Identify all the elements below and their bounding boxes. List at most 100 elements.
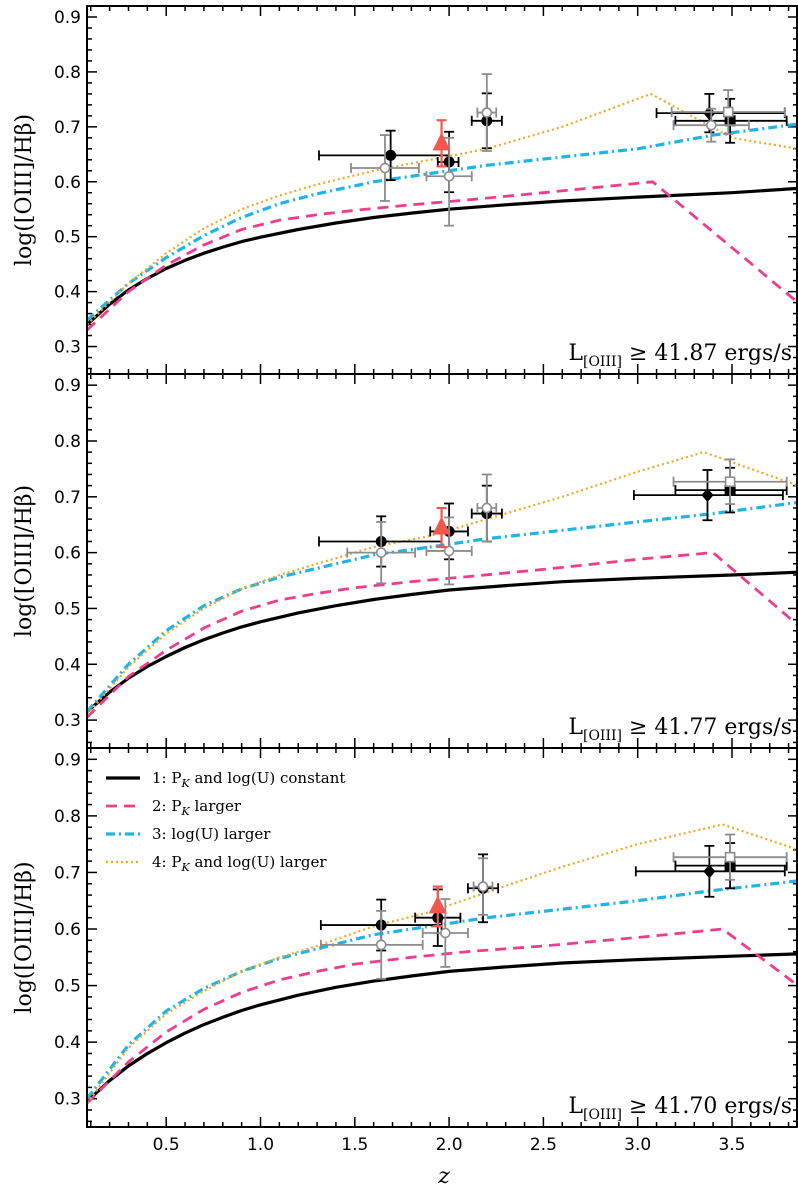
y-axis-label: log([OIII]/Hβ)	[12, 485, 37, 637]
data-point-grey-open	[672, 107, 750, 143]
annotation-rest: ≥ 41.77 ergs/s	[622, 715, 792, 740]
series-line-2	[87, 551, 798, 719]
data-point-grey-open	[350, 134, 420, 202]
marker-open-circle	[375, 939, 387, 951]
legend-label-prefix: 1: P	[152, 769, 181, 787]
panel-3: 0.3 0.4 0.5 0.6 0.7 0.8 0.9 0.5 1.0 1.5 2.0 2.5 3.0 3…	[12, 747, 798, 1155]
legend-label-sub: K	[180, 805, 190, 818]
model-lines	[87, 451, 798, 719]
series-line-2	[87, 180, 798, 332]
marker-open-circle	[477, 881, 489, 892]
data-point-grey-open-square	[670, 89, 786, 135]
y-tick-label: 0.3	[54, 1090, 81, 1110]
data-point-grey-open	[476, 473, 498, 543]
panel-1: 0.3 0.4 0.5 0.6 0.7 0.8 0.9 log([OIII]/Hβ) L[OII…	[12, 5, 798, 375]
legend-label-2: 2: PK larger	[152, 797, 242, 818]
x-tick-label: 2.0	[436, 1135, 463, 1155]
marker-diamond	[701, 488, 714, 503]
legend-label-sub: K	[180, 777, 190, 790]
series-line-1	[87, 952, 798, 1103]
y-tick-label: 0.5	[54, 977, 81, 997]
marker-open-circle	[379, 162, 391, 174]
y-tick-label: 0.9	[54, 376, 81, 396]
luminosity-annotation: L[OIII] ≥ 41.70 ergs/s	[568, 1094, 792, 1123]
legend-label-prefix: 4: P	[152, 853, 181, 871]
marker-open-circle	[440, 927, 451, 939]
data-points	[318, 73, 788, 227]
legend-label-sub: K	[180, 861, 190, 874]
marker-open-circle	[375, 547, 387, 558]
data-point-red-triangle	[432, 506, 451, 549]
annotation-main: L	[568, 341, 583, 366]
y-tick-label: 0.8	[54, 432, 81, 452]
y-tick-label: 0.7	[54, 863, 81, 883]
x-tick-label: 1.5	[341, 1135, 368, 1155]
y-tick-label: 0.6	[54, 173, 81, 193]
y-tick-label: 0.7	[54, 118, 81, 138]
ticks	[87, 374, 798, 748]
data-point-black-circle	[318, 515, 443, 568]
data-point-black-circle	[318, 129, 451, 182]
y-tick-label: 0.9	[54, 8, 81, 28]
marker-open-square	[724, 851, 736, 863]
y-axis-label: log([OIII]/Hβ)	[12, 114, 37, 266]
legend-label-suffix: and log(U) constant	[190, 769, 346, 787]
legend-label-suffix: and log(U) larger	[190, 853, 328, 871]
panel-frame	[86, 5, 798, 375]
annotation-sub: [OIII]	[583, 354, 622, 370]
legend-label-suffix: larger	[190, 797, 242, 815]
marker-triangle	[432, 132, 451, 151]
y-tick-label: 0.3	[54, 338, 81, 358]
data-points	[318, 458, 788, 586]
marker-diamond	[703, 864, 716, 879]
annotation-sub: [OIII]	[583, 728, 622, 744]
y-tick-label: 0.9	[54, 750, 81, 770]
y-tick-label: 0.5	[54, 599, 81, 619]
y-tick-label: 0.4	[54, 1033, 81, 1053]
ticks	[87, 6, 798, 374]
marker-triangle	[428, 895, 447, 914]
data-points	[319, 833, 788, 980]
data-point-black-diamond	[633, 469, 784, 522]
data-point-grey-open	[319, 910, 424, 980]
x-tick-label: 0.5	[153, 1135, 180, 1155]
data-point-red-triangle	[432, 119, 451, 168]
x-tick-label: 2.5	[530, 1135, 557, 1155]
data-point-black-square	[674, 97, 788, 144]
marker-triangle	[432, 516, 451, 535]
annotation-rest: ≥ 41.70 ergs/s	[622, 1094, 792, 1119]
data-point-black-diamond	[655, 92, 786, 134]
legend-label-1: 1: PK and log(U) constant	[152, 769, 345, 790]
y-tick-label: 0.8	[54, 807, 81, 827]
series-line-3	[87, 122, 798, 322]
legend-label-prefix: 3: log(U) larger	[152, 825, 271, 843]
marker-open-circle	[705, 119, 717, 131]
y-tick-label: 0.4	[54, 655, 81, 675]
series-line-1	[87, 186, 798, 326]
x-tick-label: 3.5	[718, 1135, 745, 1155]
data-point-red-triangle	[428, 885, 447, 928]
luminosity-annotation: L[OIII] ≥ 41.87 ergs/s	[568, 341, 792, 370]
series-line-4	[87, 823, 798, 1104]
marker-open-circle	[481, 502, 493, 514]
series-line-1	[87, 570, 798, 713]
y-tick-label: 0.4	[54, 283, 81, 303]
data-point-grey-open	[421, 898, 469, 968]
annotation-main: L	[568, 715, 583, 740]
y-tick-label: 0.3	[54, 711, 81, 731]
y-tick-label: 0.5	[54, 228, 81, 248]
marker-open-square	[722, 106, 734, 118]
series-line-4	[87, 451, 798, 716]
data-point-black-square	[674, 842, 788, 890]
marker-open-square	[724, 476, 736, 488]
annotation-rest: ≥ 41.87 ergs/s	[622, 341, 792, 366]
data-point-black-diamond	[634, 844, 786, 898]
data-point-grey-open	[425, 136, 473, 227]
panel-frame	[86, 373, 798, 749]
x-axis-label: z	[437, 1164, 450, 1189]
marker-open-circle	[443, 170, 455, 182]
y-tick-label: 0.7	[54, 488, 81, 508]
marker-square	[724, 115, 736, 127]
